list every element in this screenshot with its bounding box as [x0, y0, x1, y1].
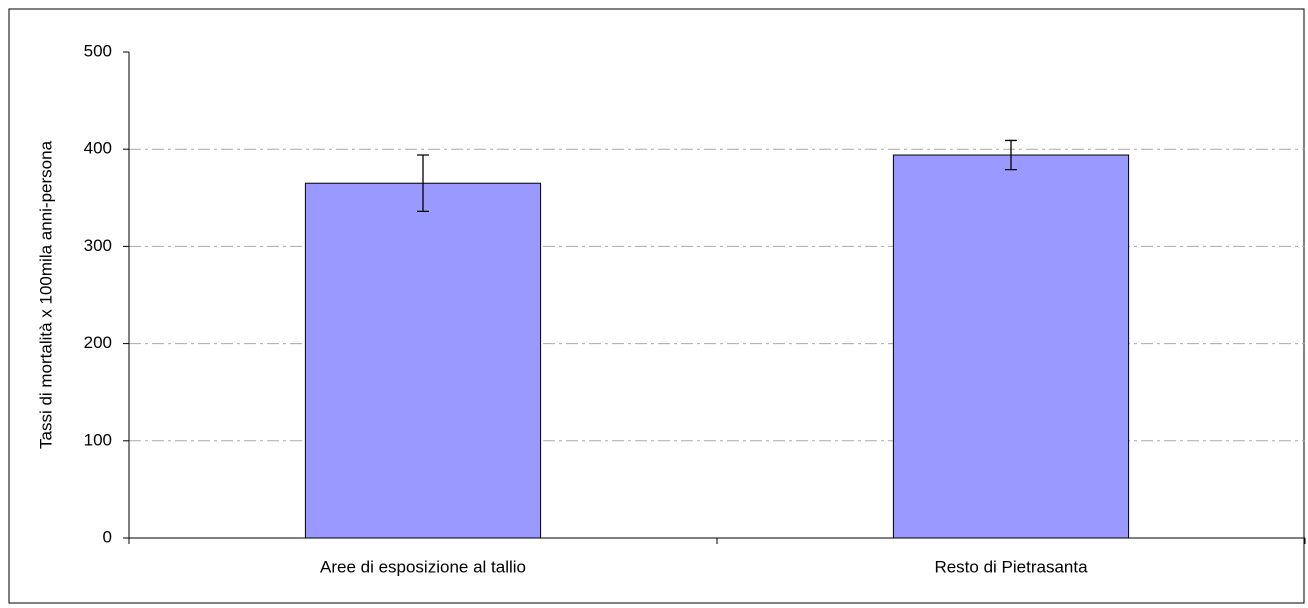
y-tick-label: 500 — [84, 41, 112, 60]
y-tick-label: 400 — [84, 139, 112, 158]
error-bar — [417, 154, 429, 213]
x-tick-label: Aree di esposizione al tallio — [320, 557, 526, 576]
error-bar — [1005, 139, 1017, 171]
y-tick-label: 200 — [84, 333, 112, 352]
y-tick-label: 100 — [84, 430, 112, 449]
x-tick-label: Resto di Pietrasanta — [934, 557, 1088, 576]
y-axis-label: Tassi di mortalità x 100mila anni-person… — [36, 140, 55, 449]
bar — [892, 154, 1130, 539]
y-tick-label: 0 — [103, 527, 112, 546]
y-tick-label: 300 — [84, 236, 112, 255]
bar — [304, 182, 542, 539]
